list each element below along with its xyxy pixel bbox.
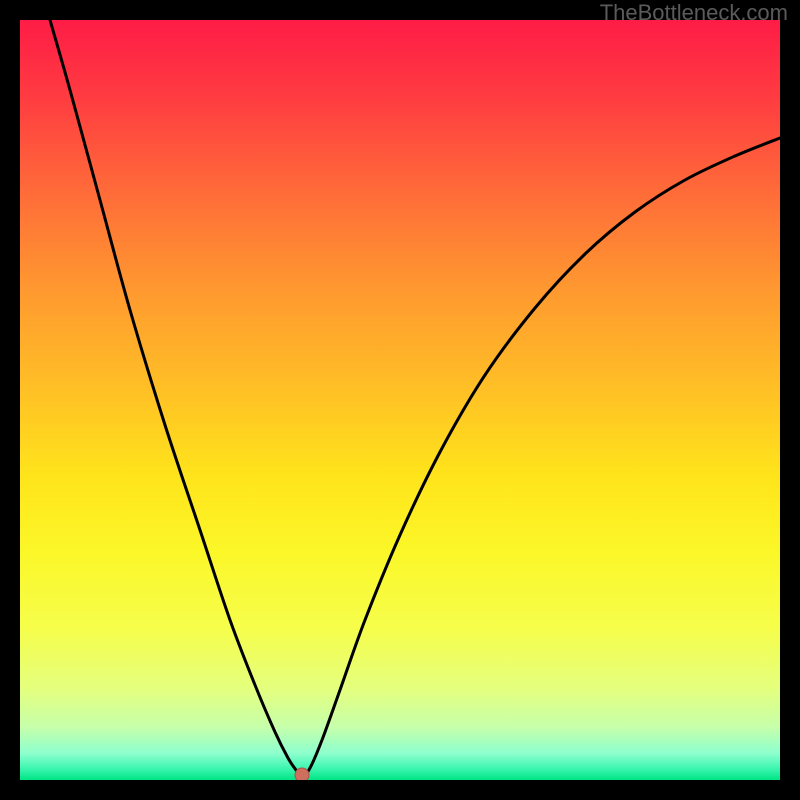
plot-area <box>20 20 780 780</box>
curve-layer <box>20 20 780 780</box>
watermark-text: TheBottleneck.com <box>600 0 788 26</box>
optimal-point-marker <box>295 768 309 780</box>
chart-frame: TheBottleneck.com <box>0 0 800 800</box>
bottleneck-curve <box>50 20 780 777</box>
